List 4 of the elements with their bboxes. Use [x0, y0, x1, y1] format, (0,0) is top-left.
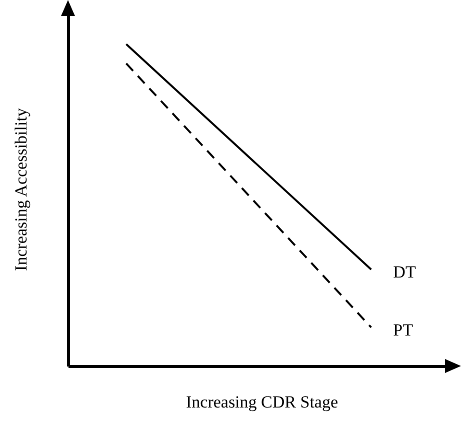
series-label: PT — [393, 320, 414, 340]
x-axis-title: Increasing CDR Stage — [186, 392, 338, 412]
series-label: DT — [393, 262, 416, 282]
y-axis-title: Increasing Accessibility — [12, 108, 30, 271]
